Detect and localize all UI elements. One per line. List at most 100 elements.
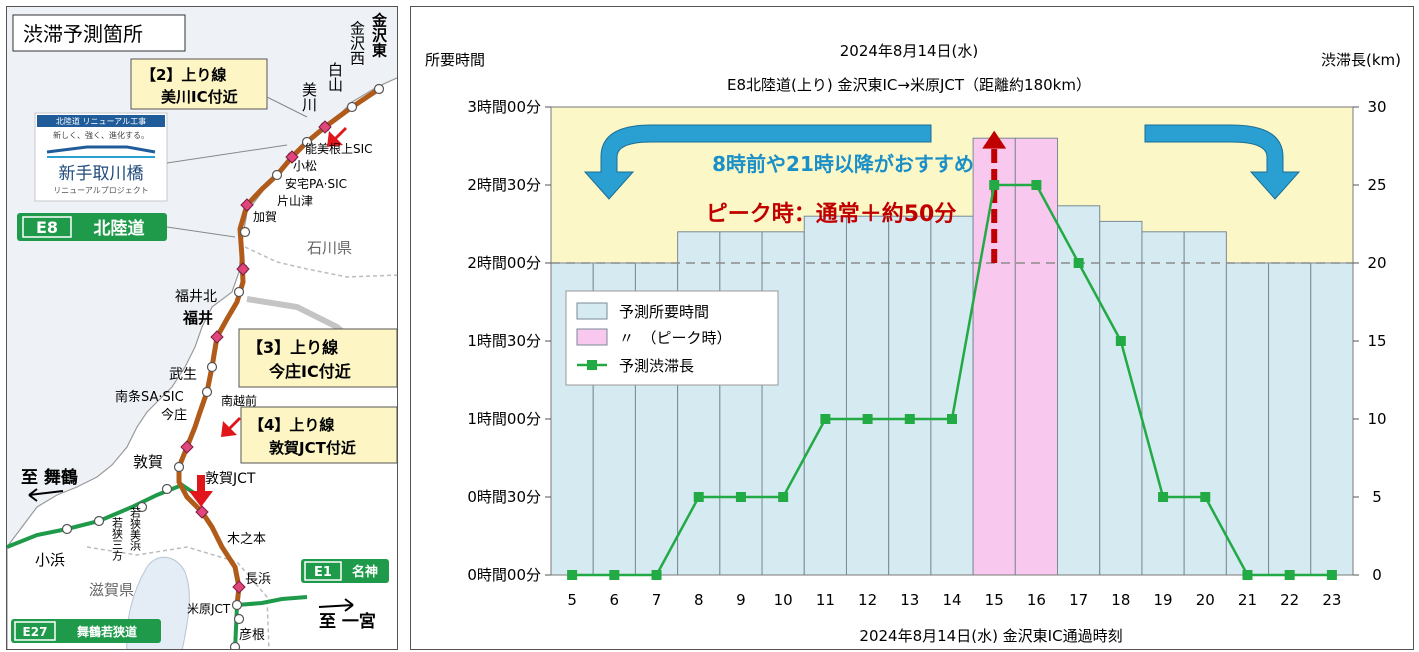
travel-time-chart: 2024年8月14日(水) E8北陸道(上り) 金沢東IC→米原JCT（距離約1… (425, 42, 1401, 645)
x-tick-label: 16 (1027, 591, 1046, 609)
place-nanjo: 南条SA·SIC (115, 389, 184, 405)
congestion-length-point (1242, 570, 1253, 580)
callout-2-leader (266, 96, 308, 118)
legend-swatch-peak (576, 328, 608, 346)
place-wakasa-mikata: 若狭三方 (111, 517, 124, 561)
e1-badge-code: E1 (314, 565, 332, 580)
y-left-tick-label: 3時間00分 (467, 98, 541, 116)
map-title: 渋滞予測箇所 (23, 22, 143, 46)
y-left-tick-label: 1時間00分 (467, 410, 541, 428)
congestion-length-point (609, 570, 620, 580)
y-left-tick-label: 1時間30分 (467, 332, 541, 350)
x-tick-label: 5 (567, 591, 577, 609)
congestion-length-point (862, 414, 873, 424)
place-katayamazu: 片山津 (277, 194, 313, 208)
place-maibara-jct: 米原JCT (187, 602, 231, 616)
route-map-panel: 渋滞予測箇所 北陸道 リニューアル工事 新しく、強く、進化する。 新手取川橋 リ… (6, 6, 398, 650)
legend-swatch-travel-time (576, 302, 608, 320)
interchange-marker (271, 169, 283, 181)
place-fukui-kita: 福井北 (175, 289, 217, 305)
x-tick-label: 23 (1322, 591, 1341, 609)
x-tick-label: 17 (1069, 591, 1088, 609)
congestion-length-point (947, 414, 957, 424)
recommend-text: 8時前や21時以降がおすすめ (712, 152, 974, 176)
place-wakasa-mihama: 若狭美浜 (129, 507, 142, 552)
callout-2-line2: 美川IC付近 (161, 88, 238, 106)
bar-travel-time (1310, 262, 1354, 576)
interchange-marker (229, 641, 241, 649)
x-tick-label: 20 (1196, 591, 1215, 609)
place-kaga: 加賀 (253, 210, 277, 224)
callout-3-line2: 今庄IC付近 (268, 362, 351, 381)
e27-badge-code: E27 (23, 625, 48, 639)
place-takefu: 武生 (169, 367, 197, 383)
y-axis-left-label: 所要時間 (425, 51, 485, 69)
y-right-tick-label: 5 (1372, 488, 1382, 506)
prefecture-label-shiga: 滋賀県 (89, 581, 134, 599)
legend-label-travel-time: 予測所要時間 (619, 303, 709, 321)
place-fukui: 福井 (182, 309, 213, 327)
y-right-tick-label: 25 (1367, 176, 1386, 194)
congestion-length-point (1073, 258, 1084, 268)
bar-travel-time (1183, 231, 1227, 576)
congestion-length-point (989, 180, 1000, 190)
bar-travel-time (1268, 262, 1312, 576)
congestion-length-point (820, 414, 831, 424)
bar-travel-time (1099, 220, 1143, 576)
recommend-arrow-right-icon (1144, 124, 1301, 200)
bridge-leader-line (166, 144, 288, 164)
congestion-length-point (567, 570, 578, 580)
route-map: 渋滞予測箇所 北陸道 リニューアル工事 新しく、強く、進化する。 新手取川橋 リ… (7, 7, 397, 649)
bar-peak-travel-time (972, 137, 1016, 576)
interchange-marker (233, 613, 245, 625)
plot-layer: 0時間00分 0時間30分 1時間00分 1時間30分 2時間00分 2時間30分 3時間0… (467, 98, 1386, 609)
x-tick-label: 7 (652, 591, 662, 609)
chart-title: 2024年8月14日(水) (840, 42, 979, 60)
bridge-logo-subtitle: リニューアルプロジェクト (53, 186, 149, 195)
y-right-tick-label: 0 (1372, 566, 1382, 584)
map-title-box (12, 14, 186, 52)
y-right-tick-label: 20 (1367, 254, 1386, 272)
service-area-marker (285, 150, 299, 164)
e1-road-line (236, 595, 308, 607)
x-tick-label: 15 (985, 591, 1004, 609)
place-nanetsu: 南越前 (221, 393, 257, 408)
congestion-length-point (778, 492, 789, 502)
callout-4-line2: 敦賀JCT付近 (269, 439, 356, 457)
interchange-marker (173, 461, 185, 473)
y-left-tick-label: 2時間30分 (467, 176, 541, 194)
callout-3-line1: 【3】上り線 (247, 338, 338, 357)
x-tick-label: 19 (1154, 591, 1173, 609)
congestion-arrow-4-icon (189, 475, 213, 507)
recommend-arrow-left-icon (583, 124, 932, 200)
e8-badge-name: 北陸道 (94, 218, 145, 239)
e1-badge-code-box (304, 561, 342, 581)
service-area-marker (240, 198, 254, 212)
congestion-length-point (735, 492, 746, 502)
x-tick-label: 11 (816, 591, 835, 609)
interchange-marker (233, 286, 245, 298)
x-tick-label: 9 (736, 591, 746, 609)
place-mikawa: 美川 (300, 82, 318, 112)
e1-badge (301, 559, 389, 583)
chart-panel: 2024年8月14日(水) E8北陸道(上り) 金沢東IC→米原JCT（距離約1… (410, 6, 1414, 650)
bridge-icon (46, 145, 156, 154)
x-tick-label: 22 (1280, 591, 1299, 609)
bar-travel-time (761, 231, 805, 576)
service-area-marker (180, 440, 194, 454)
interchange-marker (239, 226, 251, 238)
e8-leader-line (166, 226, 236, 238)
congestion-length-point (904, 414, 915, 424)
congestion-length-point (1284, 570, 1295, 580)
ic-markers (61, 83, 385, 649)
callout-box-3 (238, 328, 397, 388)
service-area-marker (195, 505, 209, 519)
chart-subtitle: E8北陸道(上り) 金沢東IC→米原JCT（距離約180km） (727, 76, 1091, 94)
service-area-marker (236, 262, 250, 276)
congestion-length-point (693, 492, 704, 502)
y-right-tick-label: 15 (1367, 332, 1386, 350)
place-tsuruga-jct: 敦賀JCT (205, 471, 256, 487)
x-tick-label: 6 (610, 591, 620, 609)
congestion-arrow-3-icon (221, 417, 241, 437)
bar-travel-time (1141, 231, 1185, 576)
